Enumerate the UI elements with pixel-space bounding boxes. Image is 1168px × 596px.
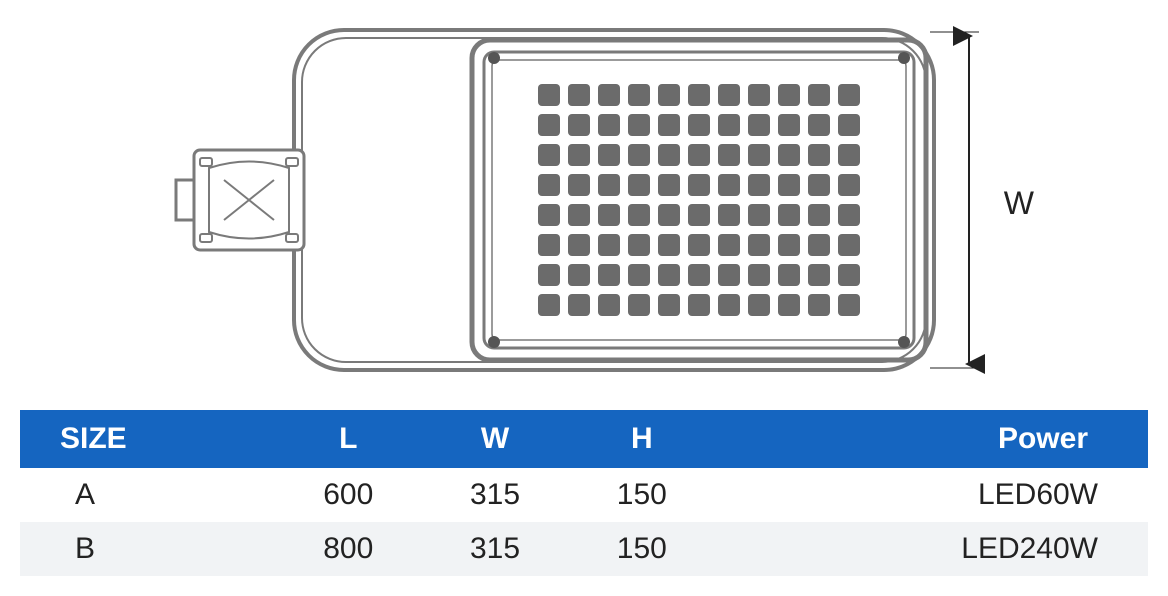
product-diagram: W	[134, 20, 1034, 390]
cell: 150	[568, 468, 715, 522]
cell: A	[20, 468, 275, 522]
spec-table: SIZE L W H Power A 600 315 150 LED60W B …	[20, 410, 1148, 576]
cell: 800	[275, 522, 422, 576]
cell: 315	[422, 468, 569, 522]
col-h: H	[568, 410, 715, 468]
cell: LED60W	[715, 468, 1148, 522]
col-power: Power	[715, 410, 1148, 468]
dimension-label-w: W	[1004, 185, 1034, 222]
cell: 600	[275, 468, 422, 522]
cell: 150	[568, 522, 715, 576]
cell: 315	[422, 522, 569, 576]
cell: LED240W	[715, 522, 1148, 576]
col-w: W	[422, 410, 569, 468]
diagram-svg	[134, 20, 1034, 390]
table-header-row: SIZE L W H Power	[20, 410, 1148, 468]
table-row: A 600 315 150 LED60W	[20, 468, 1148, 522]
col-size: SIZE	[20, 410, 275, 468]
cell: B	[20, 522, 275, 576]
col-l: L	[275, 410, 422, 468]
table-row: B 800 315 150 LED240W	[20, 522, 1148, 576]
